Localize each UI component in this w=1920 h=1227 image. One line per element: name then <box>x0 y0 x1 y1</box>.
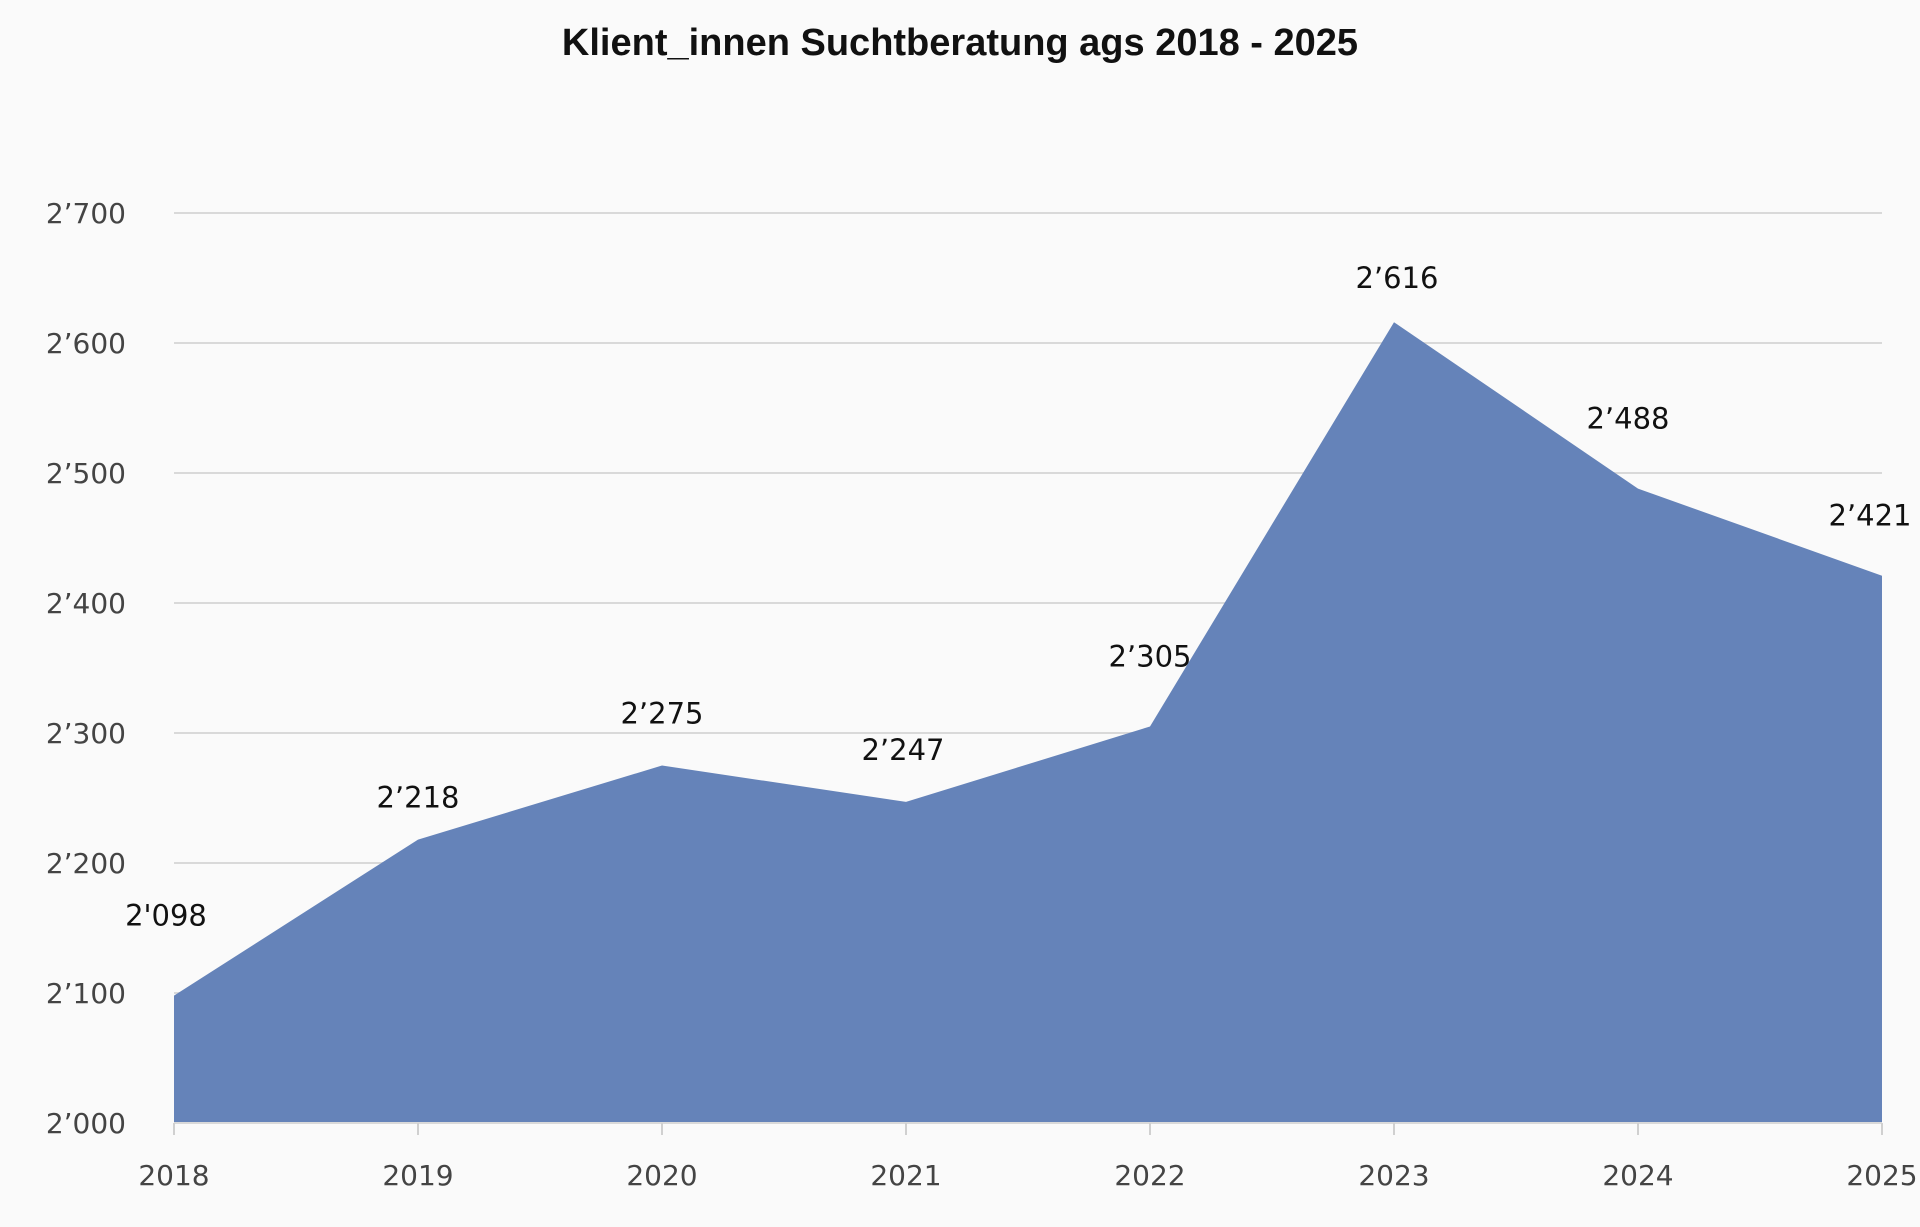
y-tick-label: 2’200 <box>46 847 126 880</box>
data-label: 2’305 <box>1108 640 1191 674</box>
chart-title: Klient_innen Suchtberatung ags 2018 - 20… <box>561 22 1359 64</box>
x-tick-label: 2019 <box>382 1159 453 1192</box>
data-label: 2’421 <box>1828 499 1911 533</box>
y-tick-label: 2’300 <box>46 717 126 750</box>
y-tick-label: 2’400 <box>46 587 126 620</box>
data-label: 2’247 <box>861 733 944 767</box>
data-label: 2'098 <box>125 899 207 933</box>
data-label: 2’218 <box>376 781 459 815</box>
y-tick-label: 2’100 <box>46 977 126 1010</box>
x-tick-label: 2024 <box>1602 1159 1673 1192</box>
area-series <box>174 322 1882 1123</box>
data-label: 2’488 <box>1586 402 1669 436</box>
x-tick-label: 2018 <box>138 1159 209 1192</box>
y-tick-label: 2’000 <box>46 1107 126 1140</box>
x-tick-label: 2025 <box>1846 1159 1917 1192</box>
x-tick-label: 2023 <box>1358 1159 1429 1192</box>
y-tick-label: 2’600 <box>46 327 126 360</box>
y-tick-label: 2’700 <box>46 197 126 230</box>
x-tick-label: 2021 <box>870 1159 941 1192</box>
data-label: 2’616 <box>1355 261 1438 295</box>
y-tick-label: 2’500 <box>46 457 126 490</box>
data-label: 2’275 <box>620 697 703 731</box>
x-tick-label: 2020 <box>626 1159 697 1192</box>
x-tick-label: 2022 <box>1114 1159 1185 1192</box>
